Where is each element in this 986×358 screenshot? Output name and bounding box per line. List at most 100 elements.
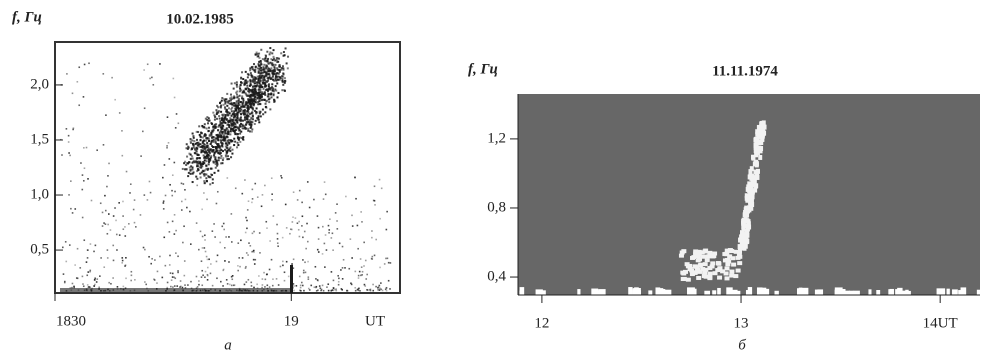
noise <box>267 70 270 73</box>
noise <box>230 124 233 127</box>
noise <box>256 75 259 78</box>
noise <box>170 285 172 288</box>
noise <box>259 74 262 77</box>
noise <box>223 116 226 119</box>
noise <box>269 240 271 242</box>
noise <box>276 78 279 81</box>
noise <box>125 170 128 173</box>
noise <box>282 68 285 71</box>
noise <box>373 199 376 202</box>
noise <box>236 119 239 122</box>
noise <box>248 119 251 122</box>
noise <box>220 142 223 145</box>
noise <box>256 283 258 286</box>
noise <box>359 289 361 292</box>
noise <box>258 95 261 98</box>
noise <box>278 69 281 72</box>
noise <box>301 225 303 227</box>
noise <box>282 51 285 54</box>
noise <box>259 97 262 100</box>
noise <box>245 252 248 254</box>
noise <box>277 284 280 286</box>
noise <box>273 98 276 101</box>
noise <box>248 130 251 133</box>
noise <box>128 223 130 225</box>
noise <box>63 280 66 283</box>
noise <box>220 104 223 107</box>
noise <box>223 134 226 137</box>
noise <box>243 113 246 116</box>
noise <box>756 145 761 151</box>
noise <box>206 258 209 261</box>
noise <box>228 261 230 263</box>
noise <box>233 284 236 286</box>
noise <box>230 120 233 123</box>
noise <box>317 280 319 282</box>
noise <box>203 169 206 172</box>
noise <box>210 263 212 265</box>
noise <box>206 198 208 201</box>
noise <box>259 115 262 118</box>
noise <box>238 94 241 97</box>
noise <box>209 183 212 186</box>
noise <box>212 125 215 128</box>
noise <box>189 243 192 245</box>
noise <box>63 281 66 284</box>
noise <box>211 129 214 132</box>
noise <box>712 290 717 299</box>
noise <box>755 131 760 137</box>
noise <box>334 212 337 214</box>
noise <box>293 285 295 287</box>
noise <box>170 279 173 281</box>
noise <box>276 223 278 226</box>
noise <box>243 84 246 87</box>
noise <box>273 100 276 103</box>
noise <box>258 52 261 55</box>
noise <box>206 149 209 152</box>
noise <box>132 208 135 211</box>
noise <box>226 92 229 95</box>
noise <box>232 123 235 126</box>
noise <box>235 85 238 88</box>
noise <box>748 192 753 198</box>
noise <box>112 215 115 217</box>
noise <box>252 104 255 107</box>
noise <box>280 176 283 179</box>
noise <box>255 107 258 110</box>
noise <box>254 88 257 91</box>
noise <box>172 286 174 288</box>
noise <box>230 284 233 287</box>
noise <box>256 97 259 100</box>
noise <box>218 117 221 120</box>
noise <box>287 275 290 278</box>
noise <box>363 283 366 286</box>
noise <box>237 95 240 98</box>
noise <box>735 268 741 273</box>
noise <box>241 125 244 128</box>
noise <box>354 176 356 179</box>
noise <box>150 262 153 265</box>
noise <box>214 140 217 143</box>
noise <box>327 224 330 227</box>
noise <box>234 103 237 106</box>
noise <box>162 200 165 203</box>
noise <box>252 89 255 92</box>
noise <box>379 217 381 220</box>
noise <box>389 288 391 290</box>
noise <box>87 249 89 251</box>
noise <box>121 130 123 132</box>
noise <box>206 168 209 171</box>
noise <box>185 143 188 146</box>
noise <box>229 93 232 96</box>
noise <box>185 147 188 150</box>
noise <box>214 158 217 161</box>
noise <box>203 143 206 146</box>
noise <box>219 139 222 142</box>
noise <box>361 221 363 223</box>
noise <box>228 119 231 122</box>
noise <box>239 81 242 84</box>
noise <box>133 199 136 201</box>
noise <box>121 262 124 264</box>
noise <box>695 268 701 273</box>
noise <box>269 87 272 90</box>
